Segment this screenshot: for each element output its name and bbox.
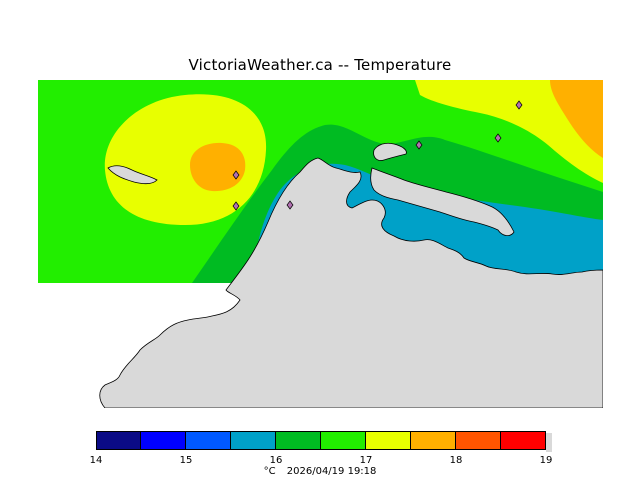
station-marker[interactable] [232,201,240,211]
legend-swatch [141,431,186,450]
legend-tick-label: 19 [539,455,553,466]
legend-swatch [186,431,231,450]
legend-frame [96,431,546,450]
island-north [373,142,407,161]
legend-tick-label: 18 [449,455,463,466]
island-west [107,165,158,185]
legend-swatch [231,431,276,450]
land-mass-south [99,157,603,408]
legend-tick-label: 16 [269,455,283,466]
temp-zone-17-17-5-east [415,80,603,183]
legend-tick-label: 17 [359,455,373,466]
units-label: °C [263,466,276,477]
legend-swatch [321,431,366,450]
legend-swatch [411,431,456,450]
map-title: VictoriaWeather.ca -- Temperature [188,56,452,74]
coastline-east [370,167,515,236]
legend-caption: °C 2026/04/19 19:18 [0,466,640,477]
station-marker[interactable] [286,200,294,210]
temp-zone-17-5-18-east [550,80,603,158]
legend-shadow [546,433,552,452]
station-marker[interactable] [494,133,502,143]
temp-zone-17-17-5-west [104,94,267,225]
timestamp: 2026/04/19 19:18 [286,466,377,477]
legend-swatch [276,431,321,450]
station-markers [232,100,523,211]
legend-tick-label: 14 [89,455,103,466]
station-marker[interactable] [232,170,240,180]
legend-swatch [96,431,141,450]
station-marker[interactable] [515,100,523,110]
legend-swatch [456,431,501,450]
legend-swatch [366,431,411,450]
temp-zone-17-5-18-west [190,142,246,192]
color-legend [96,431,552,452]
station-marker[interactable] [415,140,423,150]
legend-tick-label: 15 [179,455,193,466]
